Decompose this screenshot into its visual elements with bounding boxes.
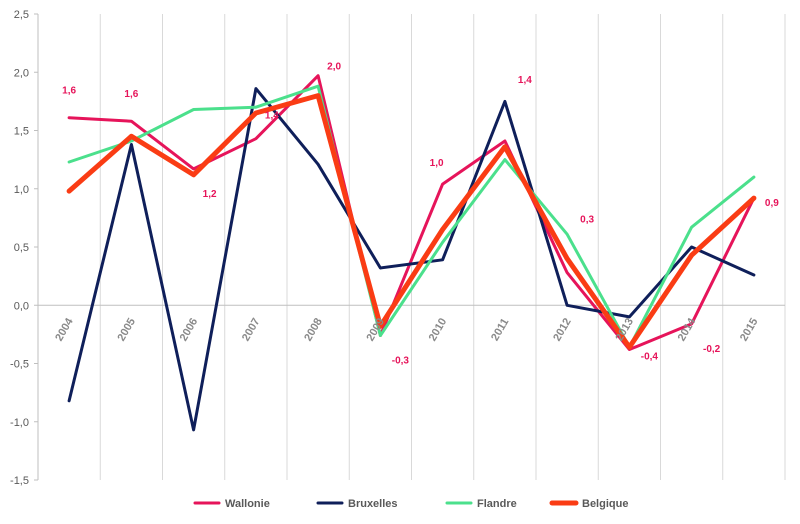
y-tick-label: 2,0: [14, 67, 29, 79]
x-tick-label: 2008: [302, 316, 325, 343]
data-labels: 1,6 1,6 1,2 1,4 2,0 -0,3 1,0 1,4 0,3 -0,4 -0,2 0,9: [62, 62, 779, 367]
y-tick-label: 1,0: [14, 184, 29, 196]
data-label: 1,6: [62, 86, 76, 97]
legend: Wallonie Bruxelles Flandre Belgique: [193, 498, 628, 510]
data-label: 1,0: [430, 158, 444, 169]
y-tick-label: -1,0: [10, 417, 29, 429]
series-line-bruxelles: [67, 87, 756, 432]
data-label: 0,3: [580, 215, 594, 226]
y-tick-label: 0,5: [14, 242, 29, 254]
y-tick-label: -0,5: [10, 359, 29, 371]
data-label: -0,2: [703, 344, 721, 355]
x-tick-label: 2012: [551, 316, 574, 343]
x-tick-label: 2006: [178, 316, 201, 343]
x-tick-label: 2004: [53, 315, 76, 343]
x-tick-label: 2005: [115, 316, 138, 343]
data-label: 1,4: [518, 75, 532, 86]
x-tick-label: 2011: [489, 316, 511, 343]
series-line-belgique: [66, 93, 757, 350]
y-tick-label: 2,5: [14, 9, 29, 21]
grid: [37, 14, 786, 480]
y-tick-label: -1,5: [10, 475, 29, 487]
data-label: 1,4: [265, 111, 279, 122]
y-tick-labels: -1,5 -1,0 -0,5 0,0 0,5 1,0 1,5 2,0 2,5: [10, 9, 29, 487]
data-label: -0,3: [392, 356, 410, 367]
series-lines: [66, 74, 757, 432]
axes: [34, 13, 785, 481]
series-line-wallonie: [67, 74, 756, 351]
y-tick-label: 1,5: [14, 126, 29, 138]
x-tick-label: 2015: [738, 316, 761, 343]
data-label: 2,0: [327, 62, 341, 73]
data-label: -0,4: [641, 352, 659, 363]
legend-label-belgique: Belgique: [582, 498, 628, 510]
x-tick-label: 2010: [427, 316, 450, 343]
y-tick-label: 0,0: [14, 300, 29, 312]
legend-label-flandre: Flandre: [477, 498, 517, 510]
series-line-flandre: [67, 84, 756, 349]
legend-label-bruxelles: Bruxelles: [348, 498, 398, 510]
data-label: 1,2: [203, 189, 217, 200]
data-label: 0,9: [765, 198, 779, 209]
x-tick-label: 2007: [240, 316, 263, 343]
legend-label-wallonie: Wallonie: [225, 498, 270, 510]
data-label: 1,6: [124, 89, 138, 100]
